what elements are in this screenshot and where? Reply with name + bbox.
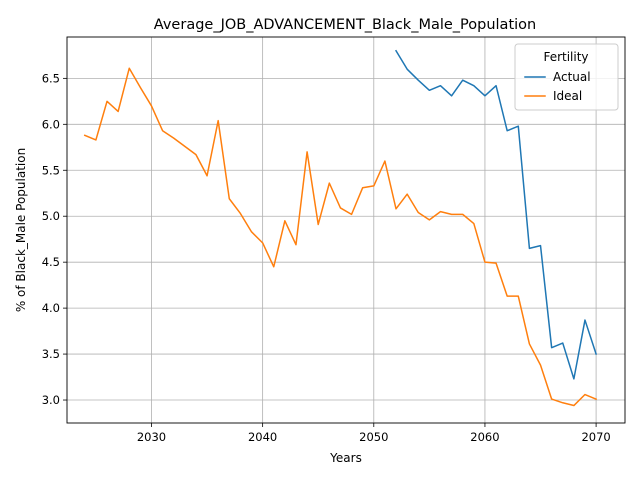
x-tick-label: 2030 — [137, 430, 166, 444]
legend-box — [514, 43, 619, 111]
legend: Fertility Actual Ideal — [514, 43, 619, 111]
grid-lines — [67, 37, 625, 423]
x-tick-label: 2050 — [359, 430, 388, 444]
x-tick-label: 2040 — [248, 430, 277, 444]
y-tick-label: 3.0 — [42, 393, 60, 407]
y-tick-label: 4.0 — [42, 301, 60, 315]
x-tick-label: 2060 — [470, 430, 499, 444]
legend-title: Fertility — [543, 50, 588, 64]
y-tick-label: 6.5 — [42, 71, 60, 85]
y-tick-label: 4.5 — [42, 255, 60, 269]
y-axis-label: % of Black_Male Population — [14, 148, 28, 312]
series-line-ideal — [83, 67, 598, 407]
x-tick-label: 2070 — [581, 430, 610, 444]
y-tick-label: 6.0 — [42, 117, 60, 131]
series-line-actual — [394, 49, 598, 380]
legend-label-ideal: Ideal — [553, 89, 582, 103]
x-axis-label: Years — [329, 451, 362, 465]
y-tick-label: 3.5 — [42, 347, 60, 361]
chart-title: Average_JOB_ADVANCEMENT_Black_Male_Popul… — [154, 17, 536, 33]
axis-ticks: 2030 2040 2050 2060 2070 3.0 3.5 4.0 4.5 5.0 5.5 6.… — [42, 71, 611, 444]
series-lines — [83, 49, 598, 407]
y-tick-label: 5.5 — [42, 163, 60, 177]
plot-frame — [66, 36, 626, 424]
y-tick-label: 5.0 — [42, 209, 60, 223]
legend-label-actual: Actual — [553, 70, 591, 84]
